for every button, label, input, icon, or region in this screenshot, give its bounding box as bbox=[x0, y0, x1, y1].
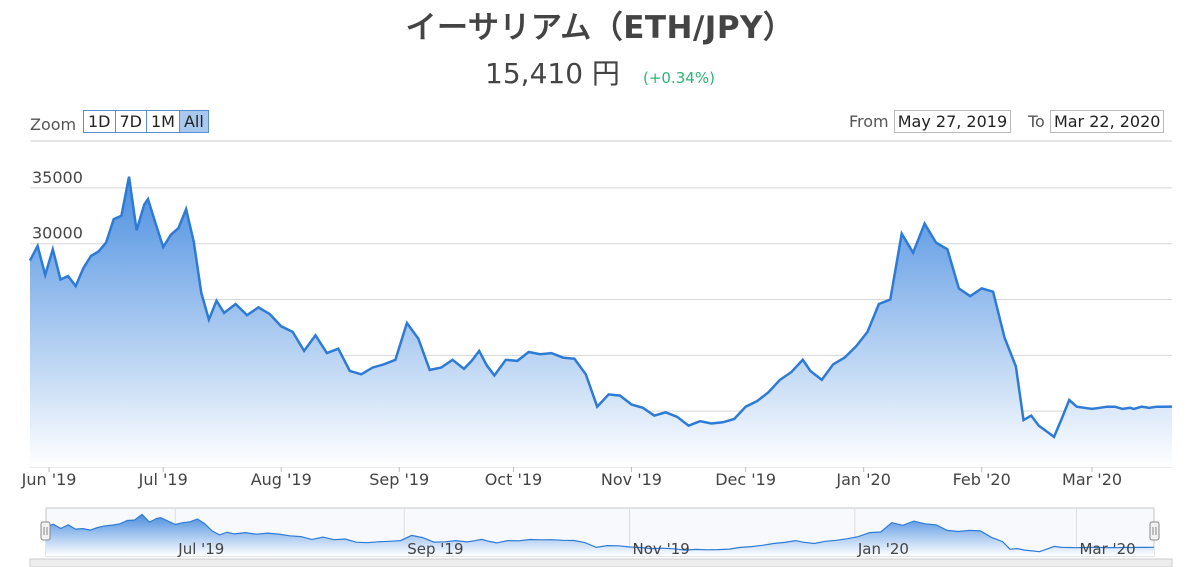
range-to: To Mar 22, 2020 bbox=[1028, 110, 1165, 133]
current-price: 15,410 円 bbox=[485, 57, 620, 90]
x-tick-label: Feb '20 bbox=[953, 470, 1011, 489]
navigator-tick-label: Nov '19 bbox=[633, 540, 690, 558]
navigator-left-handle[interactable] bbox=[40, 521, 51, 541]
from-label: From bbox=[849, 112, 889, 131]
zoom-all-button[interactable]: All bbox=[178, 110, 209, 133]
zoom-7d-button[interactable]: 7D bbox=[114, 110, 147, 133]
y-tick-label: 30000 bbox=[32, 224, 83, 243]
x-axis: Jun '19 Jul '19 Aug '19 Sep '19 Oct '19 Nov '… bbox=[21, 467, 1122, 489]
x-tick-label: Jan '20 bbox=[835, 470, 891, 489]
x-tick-label: Dec '19 bbox=[715, 470, 776, 489]
zoom-1m-button[interactable]: 1M bbox=[146, 110, 180, 133]
navigator-tick-label: Jul '19 bbox=[177, 540, 224, 558]
zoom-label: Zoom bbox=[30, 115, 77, 134]
price-row: 15,410 円 (+0.34%) bbox=[0, 52, 1200, 92]
from-date-input[interactable]: May 27, 2019 bbox=[893, 110, 1012, 133]
x-tick-label: Jul '19 bbox=[138, 470, 188, 489]
navigator-tick-label: Mar '20 bbox=[1079, 540, 1135, 558]
navigator[interactable]: Jul '19 Sep '19 Nov '19 Jan '20 Mar '20 bbox=[29, 507, 1173, 567]
navigator-scrollbar[interactable] bbox=[29, 558, 1173, 567]
page-title: イーサリアム（ETH/JPY） bbox=[405, 10, 795, 46]
price-line bbox=[28, 176, 1173, 439]
navigator-line bbox=[45, 513, 1155, 553]
x-tick-label: Aug '19 bbox=[251, 470, 312, 489]
price-change: (+0.34%) bbox=[643, 69, 715, 87]
navigator-area bbox=[46, 514, 1154, 556]
x-tick-label: Nov '19 bbox=[601, 470, 662, 489]
y-tick-label: 35000 bbox=[32, 168, 83, 187]
navigator-tick-label: Jan '20 bbox=[857, 540, 909, 558]
x-tick-label: Jun '19 bbox=[21, 470, 77, 489]
to-label: To bbox=[1028, 112, 1045, 131]
zoom-button-group: 1D 7D 1M All bbox=[83, 110, 209, 133]
range-from: From May 27, 2019 bbox=[849, 110, 1012, 133]
x-tick-label: Oct '19 bbox=[485, 470, 543, 489]
navigator-tick-label: Sep '19 bbox=[407, 540, 463, 558]
navigator-x-axis: Jul '19 Sep '19 Nov '19 Jan '20 Mar '20 bbox=[177, 540, 1135, 558]
x-tick-label: Sep '19 bbox=[369, 470, 429, 489]
x-tick-label: Mar '20 bbox=[1062, 470, 1122, 489]
zoom-1d-button[interactable]: 1D bbox=[83, 110, 116, 133]
price-area bbox=[30, 176, 1172, 467]
navigator-right-handle[interactable] bbox=[1149, 521, 1160, 541]
to-date-input[interactable]: Mar 22, 2020 bbox=[1049, 110, 1165, 133]
